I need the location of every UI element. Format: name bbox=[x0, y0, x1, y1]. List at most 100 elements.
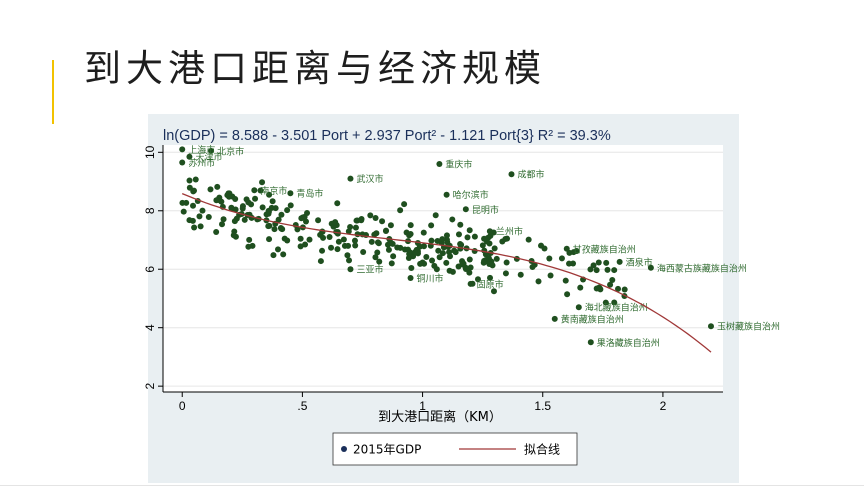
data-point bbox=[455, 231, 462, 238]
data-point bbox=[326, 234, 333, 241]
data-point bbox=[504, 235, 511, 242]
data-point bbox=[493, 255, 500, 262]
data-point bbox=[346, 257, 353, 264]
data-point bbox=[368, 238, 375, 245]
point-label: 兰州市 bbox=[496, 226, 523, 238]
data-point bbox=[570, 249, 577, 256]
data-point bbox=[502, 270, 509, 277]
point-label: 甘孜藏族自治州 bbox=[573, 243, 636, 255]
data-point bbox=[397, 244, 404, 251]
data-point bbox=[347, 223, 354, 230]
data-point bbox=[251, 187, 258, 194]
point-label: 海北藏族自治州 bbox=[585, 302, 648, 314]
data-point bbox=[407, 275, 414, 281]
x-tick-label: .5 bbox=[297, 399, 307, 413]
data-point bbox=[280, 251, 287, 258]
data-point bbox=[352, 242, 359, 249]
data-point bbox=[457, 221, 464, 228]
data-point bbox=[607, 281, 614, 288]
point-label: 重庆市 bbox=[445, 159, 472, 171]
data-point bbox=[179, 199, 186, 206]
data-point bbox=[317, 258, 324, 265]
data-point bbox=[564, 291, 571, 298]
data-point bbox=[417, 260, 424, 267]
data-point bbox=[546, 255, 553, 262]
data-point bbox=[352, 224, 359, 231]
data-point bbox=[423, 253, 430, 260]
data-point bbox=[375, 240, 382, 247]
data-point bbox=[248, 201, 255, 208]
data-point bbox=[303, 218, 310, 225]
data-point bbox=[372, 254, 379, 261]
data-point bbox=[331, 219, 338, 226]
legend-box bbox=[332, 432, 578, 466]
data-point bbox=[335, 238, 342, 245]
fit-line bbox=[181, 192, 712, 353]
data-point bbox=[529, 264, 536, 271]
data-point bbox=[486, 228, 493, 235]
data-point bbox=[563, 245, 570, 252]
data-point bbox=[436, 161, 443, 167]
data-point bbox=[269, 198, 276, 205]
point-label: 成都市 bbox=[517, 169, 544, 181]
data-point bbox=[228, 205, 235, 212]
data-point bbox=[538, 242, 545, 249]
data-point bbox=[551, 315, 558, 322]
data-point bbox=[385, 246, 392, 253]
data-point bbox=[241, 216, 248, 223]
point-label: 三亚市 bbox=[356, 264, 383, 276]
data-point bbox=[503, 259, 510, 266]
data-point bbox=[467, 264, 474, 271]
data-point bbox=[467, 280, 474, 287]
data-point bbox=[340, 236, 347, 243]
data-point bbox=[207, 186, 214, 193]
data-point bbox=[577, 284, 584, 291]
data-point bbox=[265, 223, 272, 230]
data-point bbox=[197, 223, 204, 230]
data-point bbox=[401, 201, 408, 208]
data-point bbox=[449, 268, 456, 275]
data-point bbox=[302, 241, 309, 248]
data-point bbox=[420, 229, 427, 236]
x-axis-label: 到大港口距离（KM） bbox=[378, 409, 502, 425]
data-point bbox=[179, 159, 186, 166]
data-point bbox=[388, 260, 395, 267]
data-point bbox=[611, 299, 618, 306]
data-point bbox=[481, 247, 488, 254]
data-point bbox=[180, 208, 187, 215]
data-point bbox=[590, 262, 597, 269]
data-point bbox=[270, 252, 277, 259]
data-point bbox=[487, 274, 494, 281]
accent-bar bbox=[52, 60, 54, 124]
data-point bbox=[214, 183, 221, 190]
data-point bbox=[621, 286, 628, 293]
data-point bbox=[208, 147, 215, 154]
data-point bbox=[196, 213, 203, 220]
data-point bbox=[354, 231, 361, 238]
data-point bbox=[192, 176, 199, 183]
data-point bbox=[615, 285, 622, 292]
data-point bbox=[347, 266, 354, 273]
legend-label: 拟合线 bbox=[524, 442, 560, 457]
point-label: 果洛藏族自治州 bbox=[597, 337, 660, 349]
data-point bbox=[328, 244, 335, 251]
data-point bbox=[252, 195, 259, 202]
data-point bbox=[464, 234, 471, 241]
data-point bbox=[408, 264, 415, 271]
data-point bbox=[508, 171, 515, 178]
data-point bbox=[603, 259, 610, 266]
data-point bbox=[372, 214, 379, 221]
slide-title: 到大港口距离与经济规模 bbox=[84, 47, 546, 90]
data-point bbox=[382, 228, 389, 235]
data-point bbox=[344, 252, 351, 259]
data-point bbox=[226, 193, 233, 200]
point-label: 南京市 bbox=[260, 185, 287, 197]
data-point bbox=[351, 237, 358, 244]
data-point bbox=[604, 266, 611, 273]
point-label: 固原市 bbox=[477, 278, 504, 290]
data-point bbox=[405, 246, 412, 253]
point-label: 青岛市 bbox=[296, 188, 323, 200]
data-point bbox=[481, 235, 488, 242]
data-point bbox=[371, 231, 378, 238]
